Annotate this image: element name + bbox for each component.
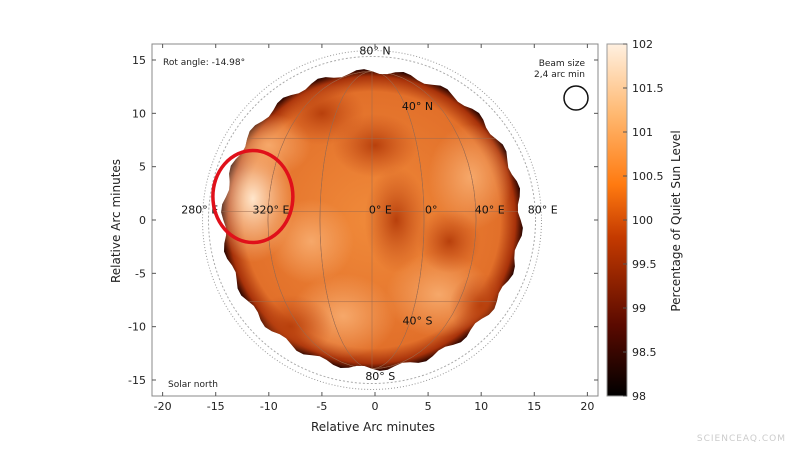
beam-size-circle bbox=[563, 85, 589, 111]
solar-north-label: Solar north bbox=[168, 380, 218, 390]
x-tick-label: -20 bbox=[154, 400, 172, 413]
limb-dashed-circle bbox=[207, 55, 537, 385]
beam-size-label: Beam size bbox=[539, 59, 586, 69]
x-tick-label: 15 bbox=[527, 400, 541, 413]
y-tick-label: 15 bbox=[132, 54, 146, 67]
x-axis-label: Relative Arc minutes bbox=[311, 420, 435, 434]
grid-label: 0° bbox=[425, 204, 438, 217]
grid-label: 40° S bbox=[402, 315, 432, 328]
dark-region bbox=[279, 81, 365, 146]
y-axis-label: Relative Arc minutes bbox=[109, 159, 123, 283]
dark-region bbox=[364, 167, 429, 273]
watermark: SCIENCEAQ.COM bbox=[696, 434, 786, 444]
colorbar-tick-label: 99 bbox=[632, 302, 646, 315]
light-region bbox=[268, 198, 354, 284]
beam-size-value: 2,4 arc min bbox=[534, 70, 585, 80]
y-tick-label: 5 bbox=[139, 161, 146, 174]
x-tick-label: -5 bbox=[316, 400, 327, 413]
grid-label: 80° E bbox=[528, 204, 558, 217]
x-tick-label: 10 bbox=[474, 400, 488, 413]
meridian-line bbox=[267, 71, 477, 369]
highlight-ellipse bbox=[211, 148, 295, 245]
y-tick-label: -15 bbox=[128, 374, 146, 387]
grid-label: 40° E bbox=[475, 204, 505, 217]
y-tick-label: 10 bbox=[132, 107, 146, 120]
x-tick-label: -15 bbox=[207, 400, 225, 413]
solar-disk-heatmap bbox=[221, 69, 523, 371]
light-region bbox=[428, 124, 513, 231]
colorbar-tick-label: 98.5 bbox=[632, 346, 657, 359]
colorbar-tick-label: 98 bbox=[632, 390, 646, 403]
grid-label: 280° E bbox=[181, 204, 218, 217]
dark-region bbox=[449, 273, 513, 338]
colorbar-tick-label: 101 bbox=[632, 126, 653, 139]
x-tick-label: 5 bbox=[425, 400, 432, 413]
grid-label: 40° N bbox=[402, 100, 433, 113]
x-tick-label: -10 bbox=[260, 400, 278, 413]
grid-label: 80° S bbox=[365, 370, 395, 383]
y-tick-label: 0 bbox=[139, 214, 146, 227]
colorbar-label: Percentage of Quiet Sun Level bbox=[669, 130, 683, 311]
colorbar-tick-label: 102 bbox=[632, 38, 653, 51]
grid-label: 320° E bbox=[252, 204, 289, 217]
limb-outer-circle bbox=[202, 50, 542, 390]
rot-angle-label: Rot angle: -14.98° bbox=[163, 58, 245, 68]
disk-features bbox=[221, 71, 523, 369]
dark-region bbox=[247, 294, 333, 359]
grid-label: 80° N bbox=[359, 45, 390, 58]
dark-region bbox=[417, 209, 482, 274]
y-tick-label: -5 bbox=[135, 267, 146, 280]
grid-label: 0° E bbox=[369, 204, 392, 217]
x-tick-label: 0 bbox=[372, 400, 379, 413]
colorbar-tick-label: 99.5 bbox=[632, 258, 657, 271]
x-tick-label: 20 bbox=[580, 400, 594, 413]
colorbar-tick-label: 100 bbox=[632, 214, 653, 227]
colorbar-tick-label: 101.5 bbox=[632, 82, 664, 95]
colorbar-tick-label: 100.5 bbox=[632, 170, 664, 183]
y-tick-label: -10 bbox=[128, 321, 146, 334]
